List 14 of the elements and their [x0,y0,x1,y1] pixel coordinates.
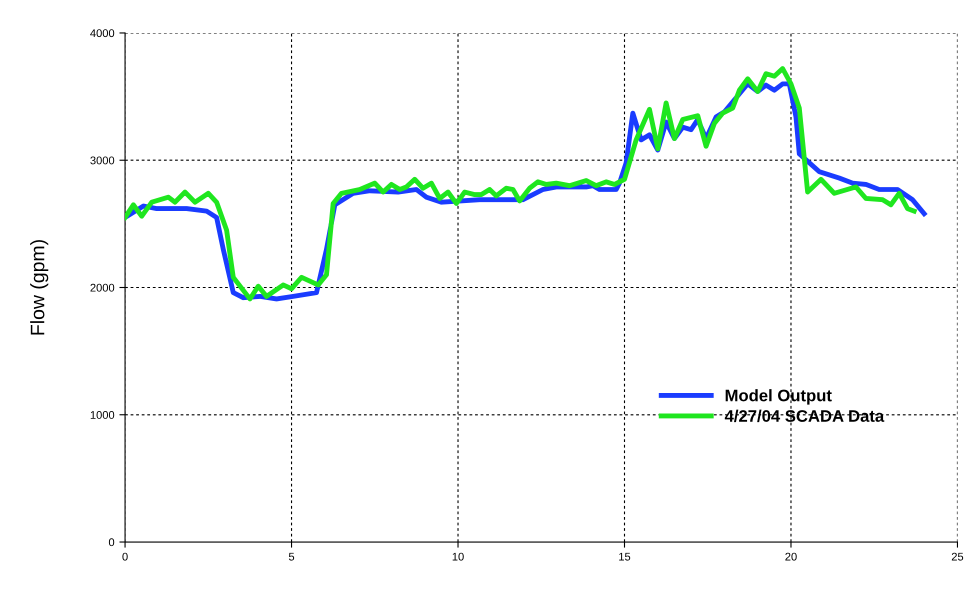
y-tick-label: 1000 [90,411,114,419]
y-axis-title: Flow (gpm) [30,240,48,335]
y-tick-label: 3000 [90,156,114,164]
y-tick-label: 0 [108,538,114,546]
y-tick-label: 4000 [90,29,114,38]
x-tick-label: 25 [952,552,964,561]
legend-label: 4/27/04 SCADA Data [724,410,884,422]
x-tick-label: 0 [122,552,128,561]
x-tick-label: 5 [288,552,294,561]
x-tick-label: 10 [452,552,464,561]
x-tick-label: 15 [619,552,630,561]
x-tick-label: 20 [785,552,797,561]
y-tick-label: 2000 [90,284,114,292]
legend-label: Model Output [726,389,832,405]
